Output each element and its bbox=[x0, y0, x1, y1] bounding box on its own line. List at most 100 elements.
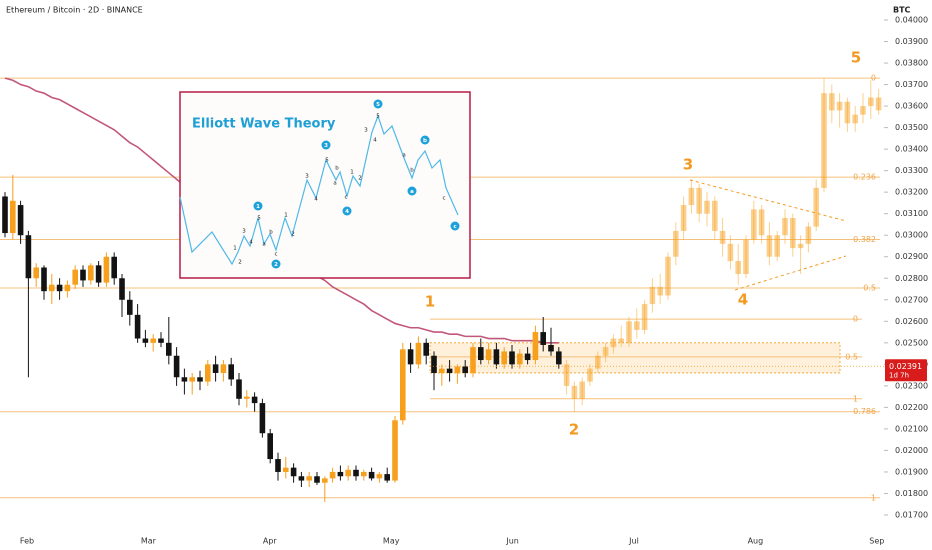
candle-body bbox=[766, 235, 773, 257]
candle-body bbox=[712, 200, 718, 231]
wave-badge bbox=[407, 186, 417, 196]
candle-body bbox=[205, 364, 211, 382]
candle-body bbox=[189, 377, 195, 382]
candle-body bbox=[322, 478, 328, 483]
candle-body bbox=[829, 93, 835, 111]
y-tick-label: 0.02700 bbox=[895, 295, 928, 304]
x-tick-label: Sep bbox=[869, 537, 884, 546]
y-tick-label: 0.01700 bbox=[895, 511, 928, 520]
candle-body bbox=[860, 106, 866, 115]
candle-body bbox=[236, 379, 242, 399]
candle-body bbox=[836, 101, 843, 111]
candle-body bbox=[868, 97, 874, 107]
candle-body bbox=[228, 364, 234, 380]
candle-body bbox=[111, 256, 117, 279]
wave-badge-label: 2 bbox=[274, 262, 278, 268]
candle-body bbox=[618, 338, 624, 343]
candle-body bbox=[173, 355, 180, 378]
inset-title: Elliott Wave Theory bbox=[192, 117, 336, 132]
candle-body bbox=[532, 332, 539, 361]
candle-body bbox=[704, 200, 710, 214]
candle-body bbox=[556, 351, 562, 365]
wave-badge-label: b bbox=[423, 138, 427, 144]
candle-body bbox=[758, 209, 765, 236]
candle-body bbox=[540, 332, 546, 345]
candle-body bbox=[423, 342, 429, 356]
candle-body bbox=[400, 349, 406, 421]
candle-body bbox=[439, 368, 445, 373]
sub-wave-label: 4 bbox=[373, 138, 377, 144]
sub-wave-label: 2 bbox=[291, 232, 295, 238]
sub-wave-label: 4 bbox=[249, 240, 253, 246]
candle-body bbox=[797, 243, 804, 249]
candle-body bbox=[80, 269, 86, 281]
candle-body bbox=[478, 347, 484, 361]
candle-body bbox=[353, 469, 359, 477]
overlay: 1 2 3 4 5 bbox=[425, 49, 861, 439]
wave-badge bbox=[450, 221, 460, 231]
sub-wave-label: 1 bbox=[284, 213, 288, 219]
candle-body bbox=[774, 235, 780, 257]
candle-body bbox=[33, 267, 39, 279]
candle-body bbox=[10, 200, 16, 234]
candle-body bbox=[392, 420, 398, 481]
trendline bbox=[689, 179, 847, 222]
candle-body bbox=[2, 196, 8, 234]
wave-label: 3 bbox=[683, 156, 693, 174]
candle-body bbox=[56, 284, 63, 292]
candle-body bbox=[790, 218, 796, 249]
candle-body bbox=[719, 230, 726, 244]
sub-wave-label: a bbox=[262, 242, 265, 248]
candle-body bbox=[844, 101, 851, 124]
candle-body bbox=[95, 265, 102, 283]
sub-wave-label: 1 bbox=[233, 246, 237, 252]
candle-body bbox=[696, 187, 702, 214]
candle-body bbox=[579, 381, 585, 399]
candle-body bbox=[337, 471, 344, 477]
candle-body bbox=[524, 353, 531, 361]
x-tick-label: Aug bbox=[748, 537, 764, 546]
candle-body bbox=[329, 471, 336, 479]
candle-body bbox=[407, 349, 414, 365]
candle-body bbox=[41, 267, 47, 292]
sub-wave-label: 3 bbox=[305, 174, 309, 180]
candle-body bbox=[501, 351, 507, 365]
candle-body bbox=[571, 385, 578, 399]
sub-wave-label: b bbox=[335, 166, 339, 172]
y-tick-label: 0.03500 bbox=[895, 123, 928, 132]
wave-badge bbox=[253, 201, 263, 211]
candle-body bbox=[103, 256, 110, 283]
fib-label: 1 bbox=[853, 394, 858, 403]
candle-body bbox=[470, 347, 476, 373]
sub-wave-label: 3 bbox=[364, 128, 368, 134]
wave-label: 2 bbox=[569, 421, 579, 439]
sub-wave-label: 5 bbox=[257, 216, 261, 222]
fib-label: 1 bbox=[871, 493, 876, 502]
fib-label: 0.5 bbox=[845, 352, 858, 361]
candle-body bbox=[127, 299, 133, 315]
candle-body bbox=[805, 226, 812, 244]
wave-badge bbox=[321, 140, 331, 150]
candle-body bbox=[166, 342, 172, 356]
y-tick-label: 0.03800 bbox=[895, 59, 928, 68]
fib-label: 0.786 bbox=[853, 407, 876, 416]
y-tick-label: 0.02800 bbox=[895, 274, 928, 283]
candle-body bbox=[610, 338, 617, 348]
x-tick-label: Jun bbox=[505, 537, 519, 546]
sub-wave-label: 5 bbox=[376, 114, 380, 120]
sub-wave-label: 2 bbox=[358, 176, 362, 182]
price-tag bbox=[885, 359, 927, 382]
price-tag-countdown: 1d 7h bbox=[889, 371, 909, 379]
candle-body bbox=[142, 338, 149, 343]
candle-body bbox=[446, 368, 453, 373]
x-tick-label: Apr bbox=[263, 537, 278, 546]
y-tick-label: 0.02200 bbox=[895, 403, 928, 412]
wave-badge-label: c bbox=[453, 224, 456, 230]
currency-label: BTC bbox=[893, 6, 911, 15]
sub-wave-label: 4 bbox=[314, 197, 318, 203]
sub-wave-label: 2 bbox=[238, 260, 242, 266]
candle-body bbox=[727, 243, 734, 262]
wave-badge bbox=[420, 135, 430, 145]
candle-body bbox=[665, 256, 671, 296]
candle-body bbox=[158, 338, 164, 343]
